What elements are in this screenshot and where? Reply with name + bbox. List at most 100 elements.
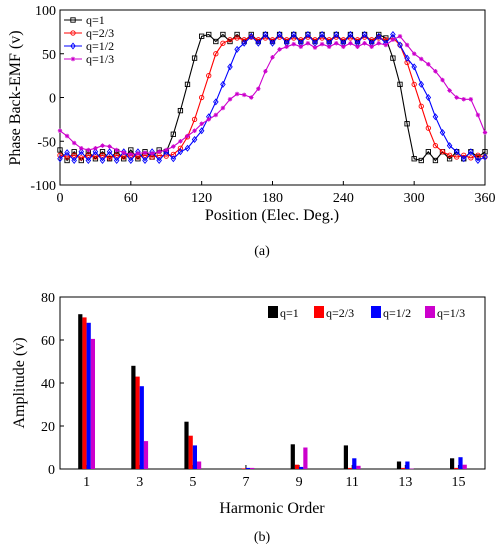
data-point bbox=[142, 150, 148, 155]
data-point bbox=[71, 140, 77, 146]
data-point bbox=[432, 142, 439, 149]
data-point bbox=[164, 147, 169, 153]
bar-series-q-1-2 bbox=[86, 322, 463, 470]
data-point bbox=[291, 41, 296, 47]
data-point bbox=[177, 107, 184, 114]
data-point bbox=[411, 81, 417, 88]
data-point bbox=[482, 153, 488, 161]
series-lines-a bbox=[57, 30, 488, 165]
data-point bbox=[333, 30, 340, 39]
bars-b bbox=[78, 314, 467, 470]
data-point bbox=[255, 39, 262, 47]
data-point bbox=[482, 130, 488, 135]
x-axis-label-a: Position (Elec. Deg.) bbox=[205, 207, 339, 224]
data-point bbox=[128, 156, 134, 165]
y-tick-label-b: 80 bbox=[41, 291, 55, 306]
data-point bbox=[113, 156, 120, 165]
bar bbox=[237, 468, 242, 470]
data-point bbox=[185, 133, 190, 139]
data-point bbox=[411, 63, 417, 71]
series-line bbox=[59, 33, 486, 162]
bar bbox=[294, 464, 300, 469]
data-point bbox=[375, 32, 382, 40]
data-point bbox=[468, 97, 474, 102]
data-point bbox=[390, 37, 396, 42]
bar bbox=[409, 468, 414, 470]
legend-label-b: q=1/3 bbox=[437, 306, 465, 320]
data-point bbox=[170, 131, 176, 137]
data-point bbox=[334, 41, 339, 46]
bar bbox=[188, 435, 193, 469]
data-point bbox=[440, 77, 445, 83]
bar-series-q-1-3 bbox=[90, 338, 467, 470]
x-tick-label-b: 9 bbox=[296, 475, 303, 490]
legend-label-a: q=1/2 bbox=[86, 39, 114, 53]
data-point bbox=[71, 156, 77, 165]
legend-marker bbox=[70, 56, 76, 62]
data-point bbox=[191, 135, 198, 144]
data-point bbox=[206, 31, 212, 38]
data-point bbox=[404, 54, 410, 62]
data-point bbox=[170, 155, 177, 163]
bar bbox=[131, 365, 136, 469]
data-point bbox=[411, 156, 417, 162]
data-point bbox=[361, 30, 368, 39]
legend-label-b: q=2/3 bbox=[326, 306, 354, 320]
legend-label-b: q=1 bbox=[280, 306, 299, 320]
bar bbox=[139, 386, 144, 469]
data-point bbox=[184, 81, 191, 88]
data-point bbox=[92, 148, 99, 156]
y-tick-label-a: -50 bbox=[37, 135, 56, 150]
series-line bbox=[59, 33, 486, 162]
back-emf-line-chart: 0 60 120 180 240 300 360 -100 -50 0 50 100 q=1q=2/3… bbox=[7, 4, 496, 259]
data-point bbox=[397, 81, 403, 88]
bar bbox=[299, 466, 304, 469]
x-tick-label-a: 0 bbox=[57, 191, 64, 206]
legend-swatch bbox=[268, 306, 278, 318]
data-point bbox=[418, 157, 424, 164]
data-point bbox=[220, 40, 226, 46]
data-point bbox=[276, 30, 283, 39]
bar bbox=[303, 447, 308, 469]
data-point bbox=[425, 149, 431, 155]
y-axis-label-a: Phase Back-EMF (v) bbox=[7, 30, 24, 165]
data-point bbox=[447, 88, 452, 93]
data-point bbox=[192, 128, 197, 133]
data-point bbox=[411, 51, 417, 56]
data-point bbox=[383, 42, 389, 48]
data-point bbox=[198, 127, 205, 135]
x-axis-label-b: Harmonic Order bbox=[219, 500, 325, 517]
bar bbox=[197, 461, 202, 469]
y-tick-label-b: 40 bbox=[41, 377, 55, 392]
x-tick-label-b: 11 bbox=[345, 475, 358, 490]
data-point bbox=[86, 147, 91, 153]
legend-swatch bbox=[314, 306, 324, 318]
data-point bbox=[298, 44, 304, 49]
data-point bbox=[234, 91, 240, 97]
data-point bbox=[78, 155, 84, 161]
data-point bbox=[220, 80, 226, 88]
data-point bbox=[341, 44, 346, 49]
bar bbox=[343, 445, 348, 469]
data-point bbox=[404, 42, 410, 48]
data-point bbox=[64, 157, 70, 164]
data-point bbox=[177, 148, 184, 156]
legend-swatch bbox=[425, 306, 435, 318]
data-point bbox=[284, 44, 289, 49]
data-point bbox=[71, 149, 77, 155]
data-point bbox=[199, 33, 205, 39]
x-tick-label-a: 120 bbox=[191, 191, 212, 206]
y-axis-label-b: Amplitude (v) bbox=[11, 337, 28, 428]
data-point bbox=[171, 144, 176, 149]
legend-label-b: q=1/2 bbox=[383, 306, 411, 320]
data-point bbox=[149, 151, 155, 156]
data-point bbox=[290, 30, 297, 39]
data-point bbox=[213, 112, 219, 118]
data-point bbox=[85, 156, 92, 165]
data-point bbox=[99, 156, 106, 165]
data-point bbox=[376, 41, 381, 46]
data-point bbox=[475, 156, 481, 165]
data-point bbox=[241, 37, 247, 43]
